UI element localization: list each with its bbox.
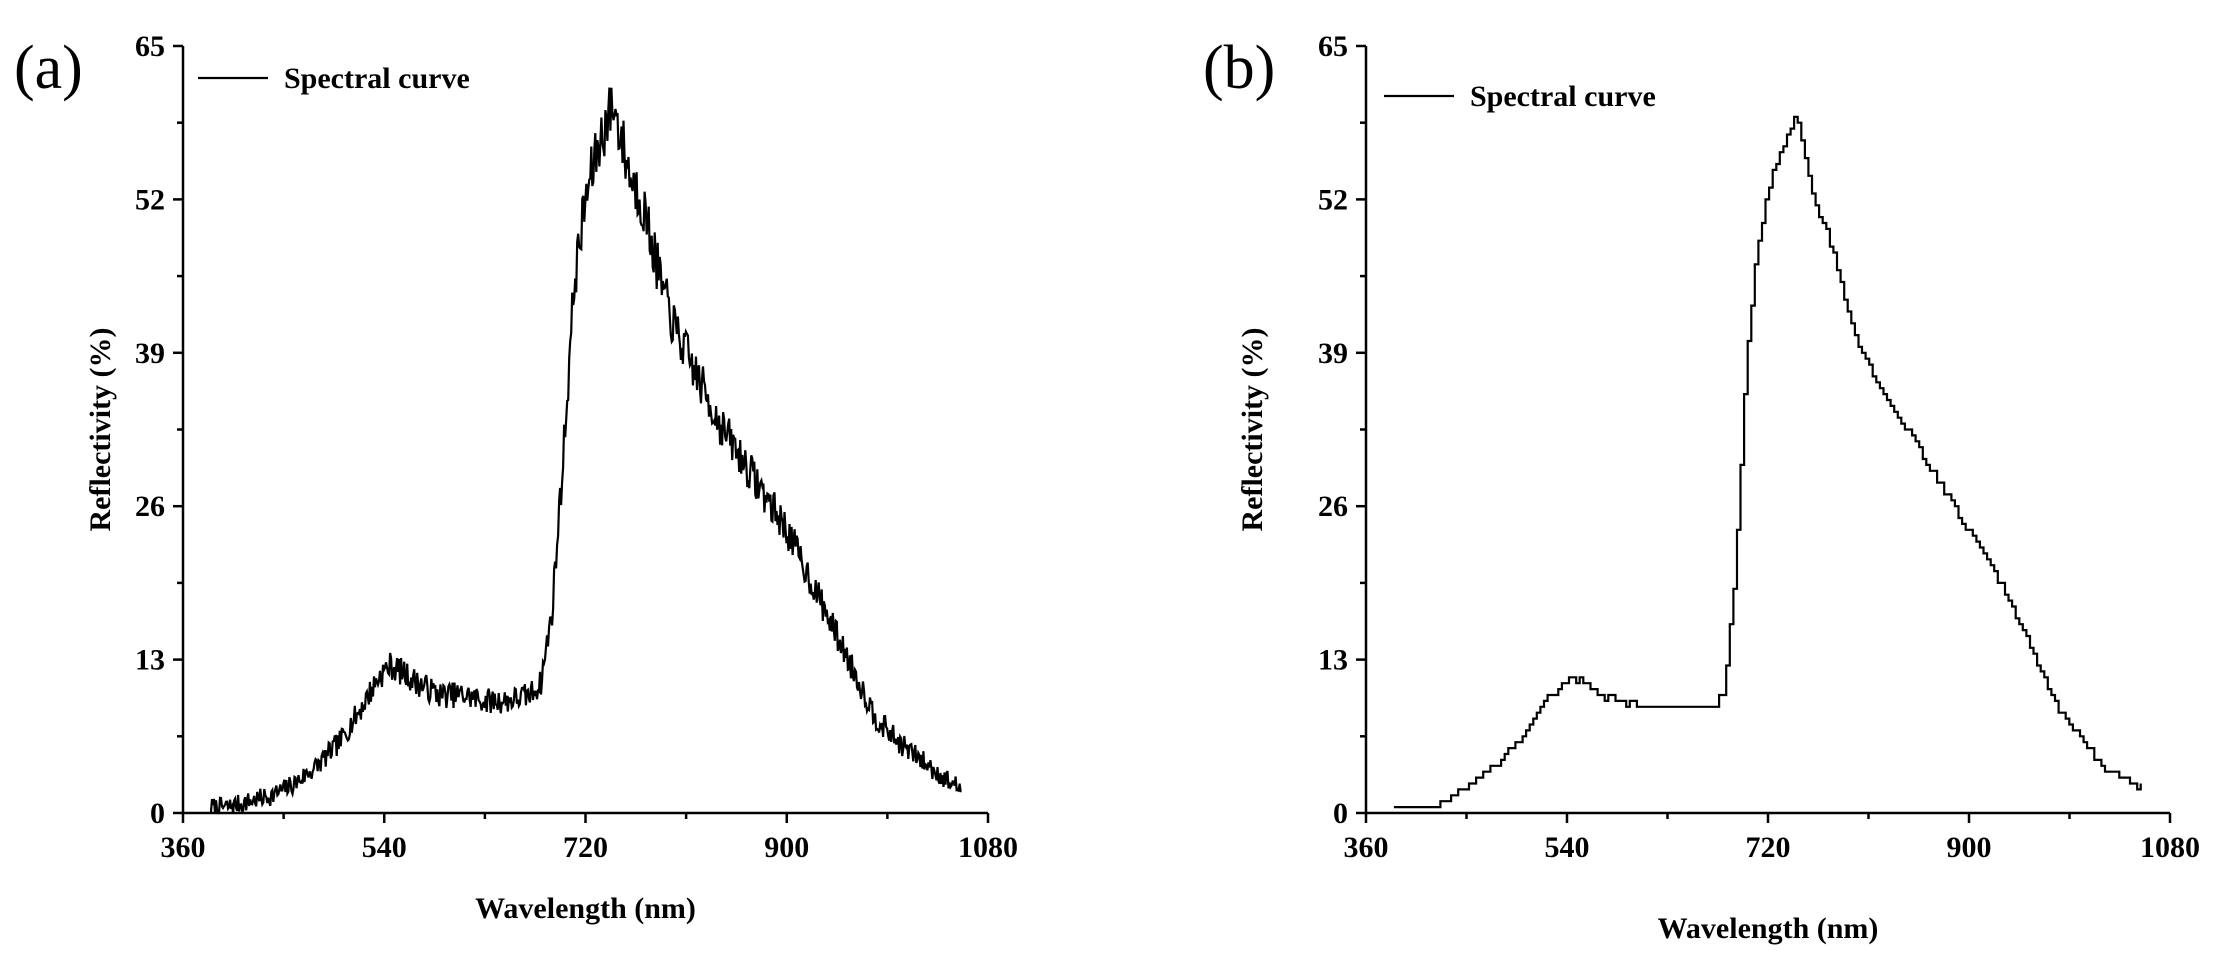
x-axis-title: Wavelength (nm) [475,892,696,925]
y-axis-title: Reflectivity (%) [1236,327,1269,531]
x-tick-label: 1080 [2140,831,2200,864]
y-tick-label: 65 [1318,30,1348,63]
x-tick-label: 900 [764,831,809,864]
x-tick-label: 360 [161,831,206,864]
x-tick-label: 540 [362,831,407,864]
panel-b: (b) 360 540 720 900 1080 0 13 26 39 52 65 Wavelength… [1203,30,2200,945]
legend-label: Spectral curve [1470,80,1656,113]
panel-a: (a) 360 540 720 900 1080 0 13 26 39 52 65 Wavelength… [14,30,1018,925]
y-tick-label: 26 [135,490,165,523]
panel-label: (a) [14,34,83,102]
y-tick-label: 39 [135,337,165,370]
x-tick-label: 900 [1947,831,1992,864]
y-tick-label: 0 [150,797,165,830]
y-tick-label: 39 [1318,337,1348,370]
x-axis-title: Wavelength (nm) [1658,912,1879,945]
y-tick-label: 52 [135,183,165,216]
spectral-curve-line [209,87,962,815]
x-tick-label: 360 [1344,831,1389,864]
panel-label: (b) [1203,34,1275,102]
x-tick-label: 1080 [958,831,1018,864]
y-tick-label: 0 [1333,797,1348,830]
y-tick-label: 13 [135,644,165,677]
y-tick-label: 13 [1318,644,1348,677]
y-tick-label: 26 [1318,490,1348,523]
x-tick-label: 720 [1746,831,1791,864]
y-axis-title: Reflectivity (%) [84,327,117,531]
y-tick-label: 52 [1318,183,1348,216]
x-tick-label: 720 [563,831,608,864]
x-tick-label: 540 [1545,831,1590,864]
spectral-curve-line [1393,115,2142,809]
y-tick-label: 65 [135,30,165,63]
legend-label: Spectral curve [284,62,470,95]
